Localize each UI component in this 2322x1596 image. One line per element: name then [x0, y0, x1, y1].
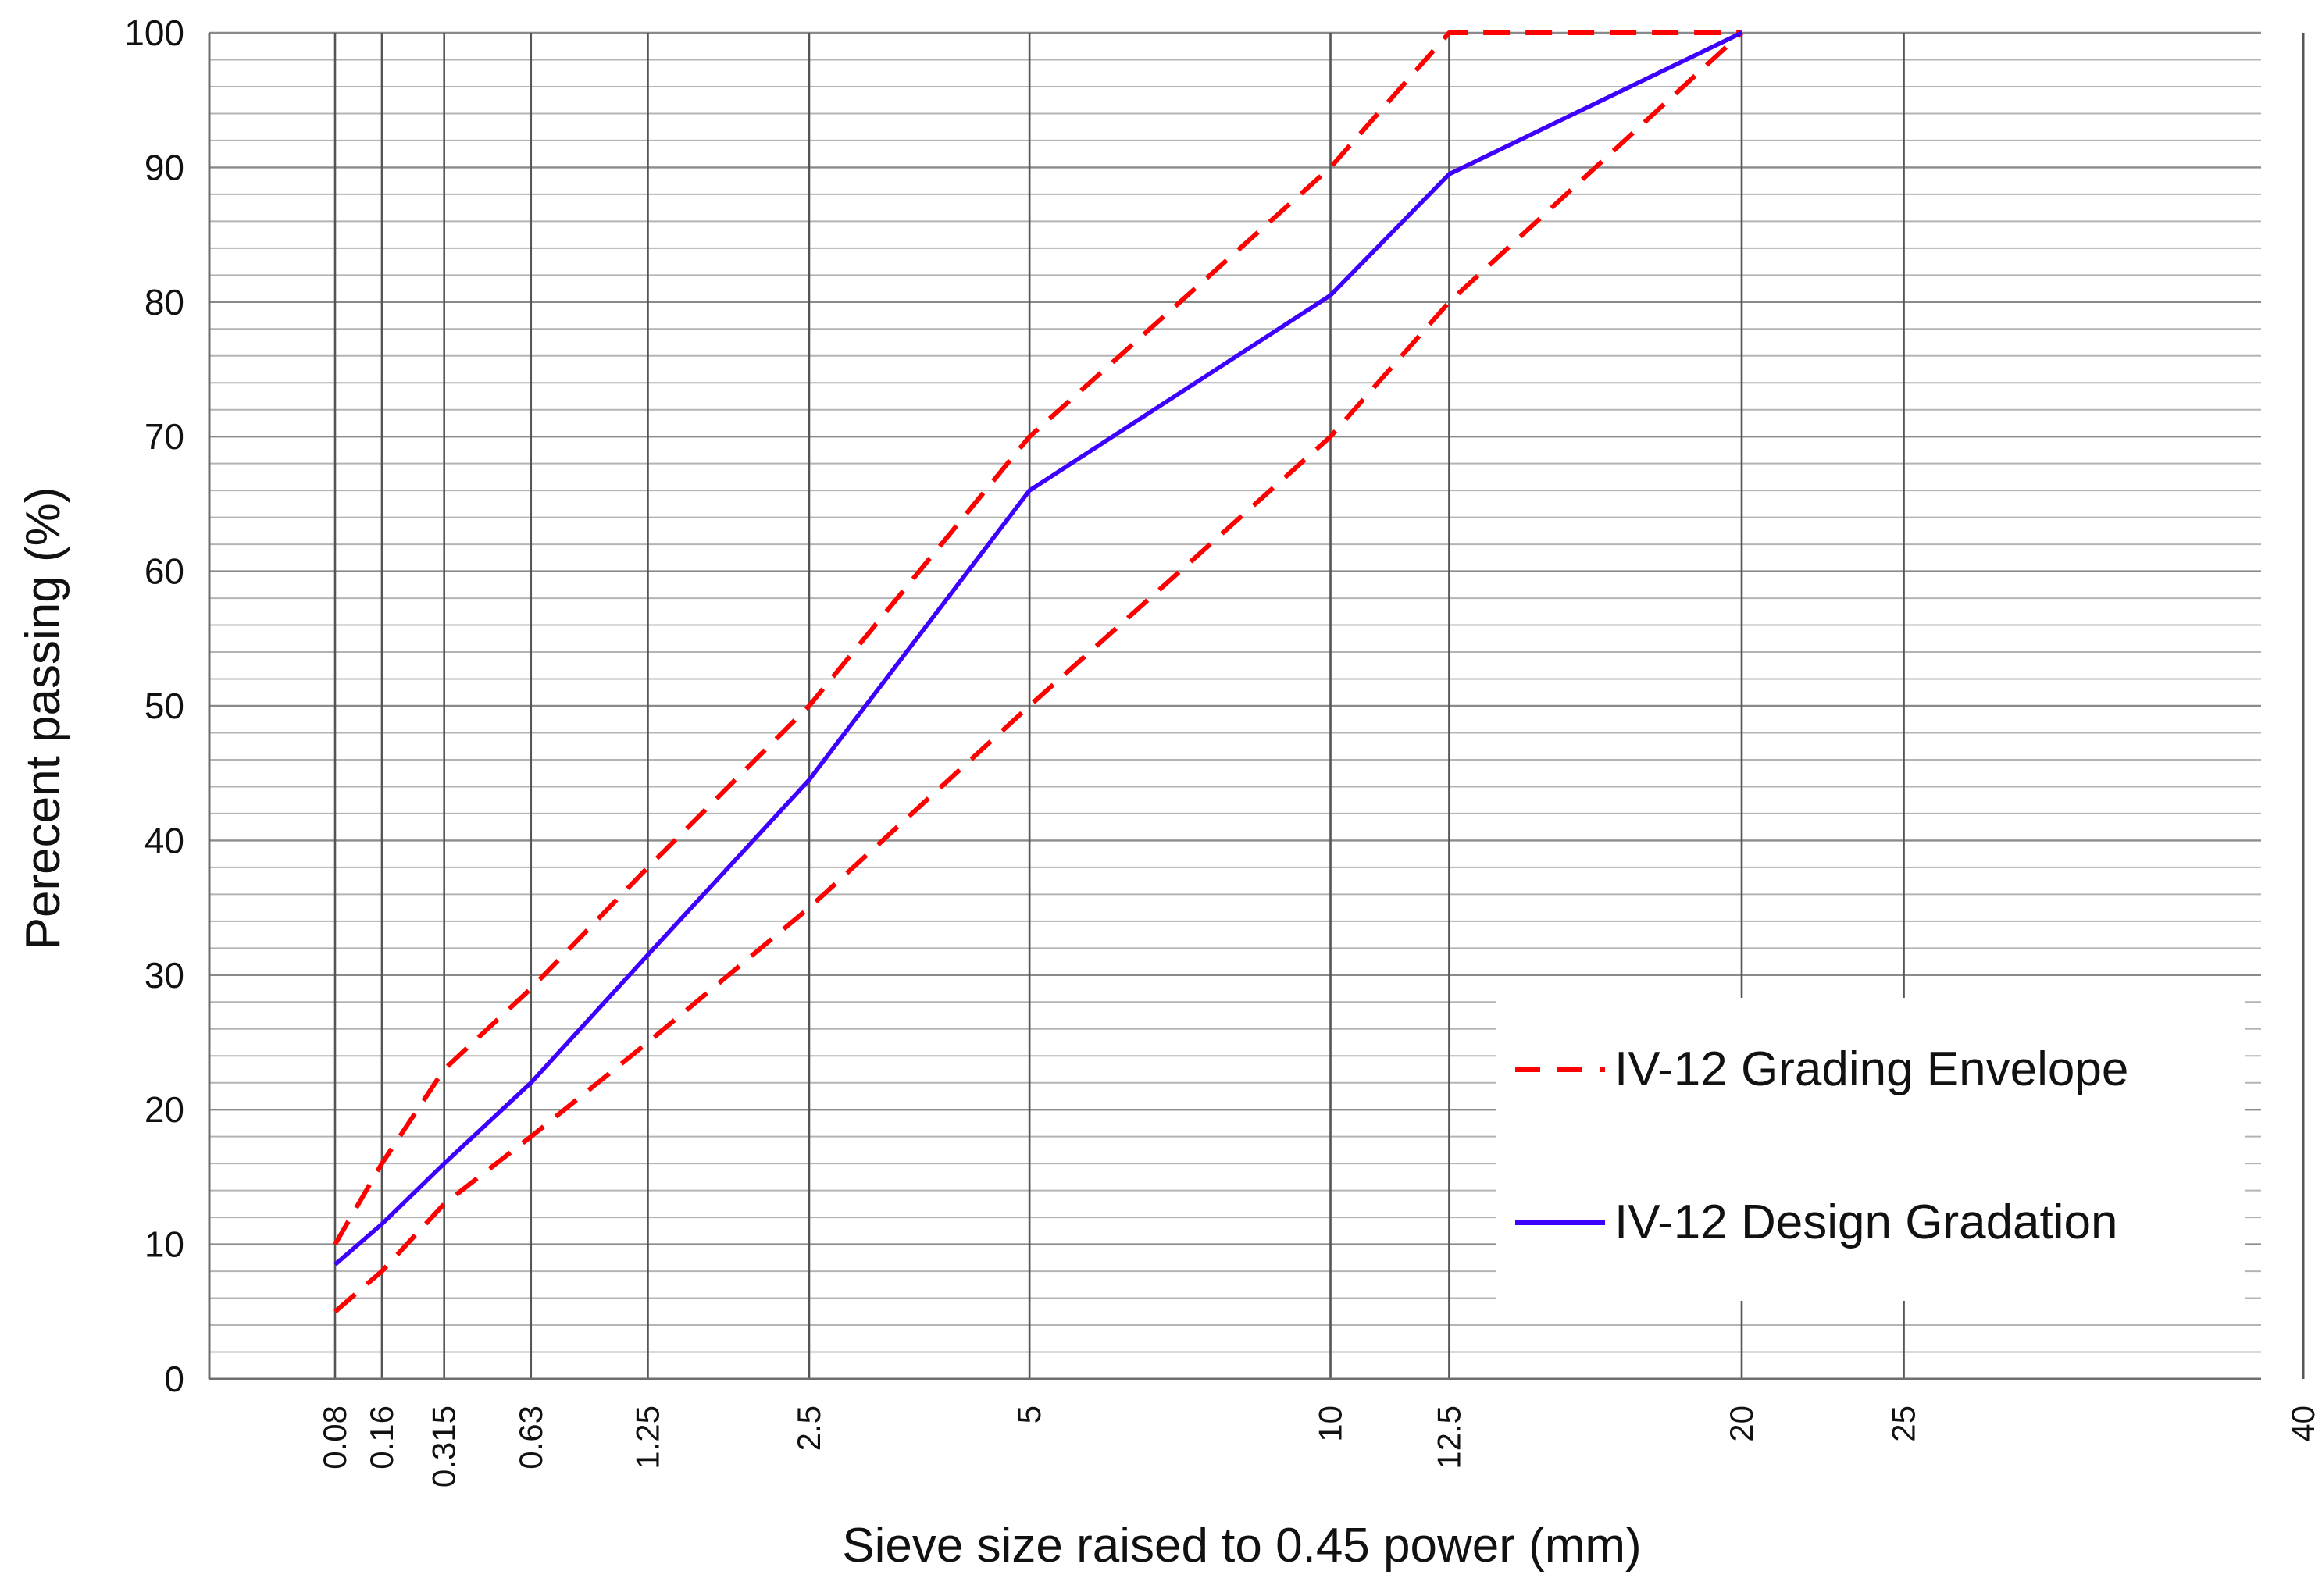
- x-tick-label: 2.5: [790, 1405, 827, 1451]
- x-tick-label: 1.25: [629, 1405, 665, 1470]
- x-tick-label: 25: [1885, 1405, 1922, 1442]
- x-tick-label: 0.16: [363, 1405, 400, 1470]
- x-tick-label: 10: [1312, 1405, 1349, 1442]
- y-tick-label: 80: [144, 282, 184, 322]
- x-tick-label: 0.08: [316, 1405, 353, 1470]
- design-gradation-line: [333, 30, 1743, 1266]
- y-tick-label: 90: [144, 147, 184, 187]
- y-tick-label: 0: [164, 1359, 184, 1399]
- envelope-upper-line: [333, 30, 1742, 1246]
- x-tick-label: 20: [1723, 1405, 1760, 1442]
- legend-box: [1496, 998, 2245, 1301]
- y-tick-label: 30: [144, 955, 184, 996]
- x-tick-label: 40: [2285, 1405, 2321, 1442]
- x-tick-label: 0.63: [512, 1405, 549, 1470]
- legend-label: IV-12 Grading Envelope: [1614, 1042, 2128, 1096]
- envelope-lower-line: [333, 30, 1744, 1314]
- y-tick-label: 40: [144, 820, 184, 860]
- y-tick-label: 50: [144, 686, 184, 726]
- y-tick-label: 10: [144, 1224, 184, 1265]
- x-tick-label: 0.315: [426, 1405, 462, 1487]
- y-tick-label: 70: [144, 416, 184, 457]
- series-layer: [333, 30, 1744, 1314]
- legend: IV-12 Grading Envelope IV-12 Design Grada…: [1496, 998, 2245, 1301]
- axis-layer: 0 10 20 30 40 50 60 70 80 90 100 0.08 0.16 0.315 0.63 1…: [124, 12, 2321, 1487]
- x-axis-title: Sieve size raised to 0.45 power (mm): [842, 1519, 1641, 1573]
- x-tick-label: 5: [1011, 1405, 1047, 1423]
- y-axis-title: Perecent passing (%): [16, 487, 70, 950]
- label-layer: Sieve size raised to 0.45 power (mm) Per…: [16, 487, 1642, 1573]
- legend-label: IV-12 Design Gradation: [1614, 1195, 2118, 1249]
- x-tick-label: 12.5: [1430, 1405, 1467, 1470]
- y-tick-label: 60: [144, 551, 184, 592]
- y-tick-label: 20: [144, 1089, 184, 1130]
- y-tick-label: 100: [124, 12, 184, 53]
